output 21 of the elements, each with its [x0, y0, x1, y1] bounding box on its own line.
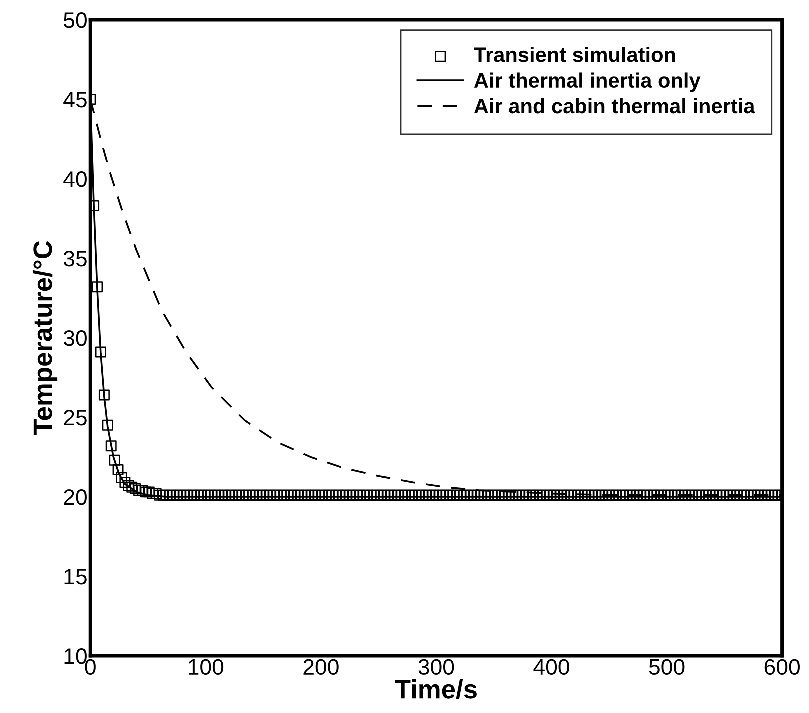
x-tick-label: 100 [189, 659, 224, 676]
y-axis-title: Temperature/°C [32, 241, 58, 436]
x-axis-title: Time/s [395, 679, 477, 700]
y-tick-label: 50 [64, 12, 87, 28]
x-tick-label: 400 [534, 659, 570, 676]
legend-label: Air and cabin thermal inertia [474, 98, 756, 114]
x-tick-label: 300 [418, 659, 454, 676]
y-tick-label: 30 [64, 330, 87, 346]
y-tick-label: 45 [64, 92, 87, 108]
y-tick-label: 40 [64, 172, 87, 188]
legend-label: Transient simulation [474, 47, 676, 62]
y-tick-label: 25 [64, 410, 87, 426]
y-tick-label: 35 [64, 250, 87, 267]
y-tick-label: 10 [64, 648, 87, 664]
x-tick-label: 600 [764, 659, 800, 676]
legend-label: Air thermal inertia only [474, 72, 701, 92]
x-tick-label: 200 [304, 659, 339, 676]
x-tick-label: 0 [85, 659, 96, 676]
x-tick-label: 500 [649, 659, 685, 676]
y-tick-label: 15 [64, 569, 87, 585]
y-tick-label: 20 [64, 489, 87, 506]
